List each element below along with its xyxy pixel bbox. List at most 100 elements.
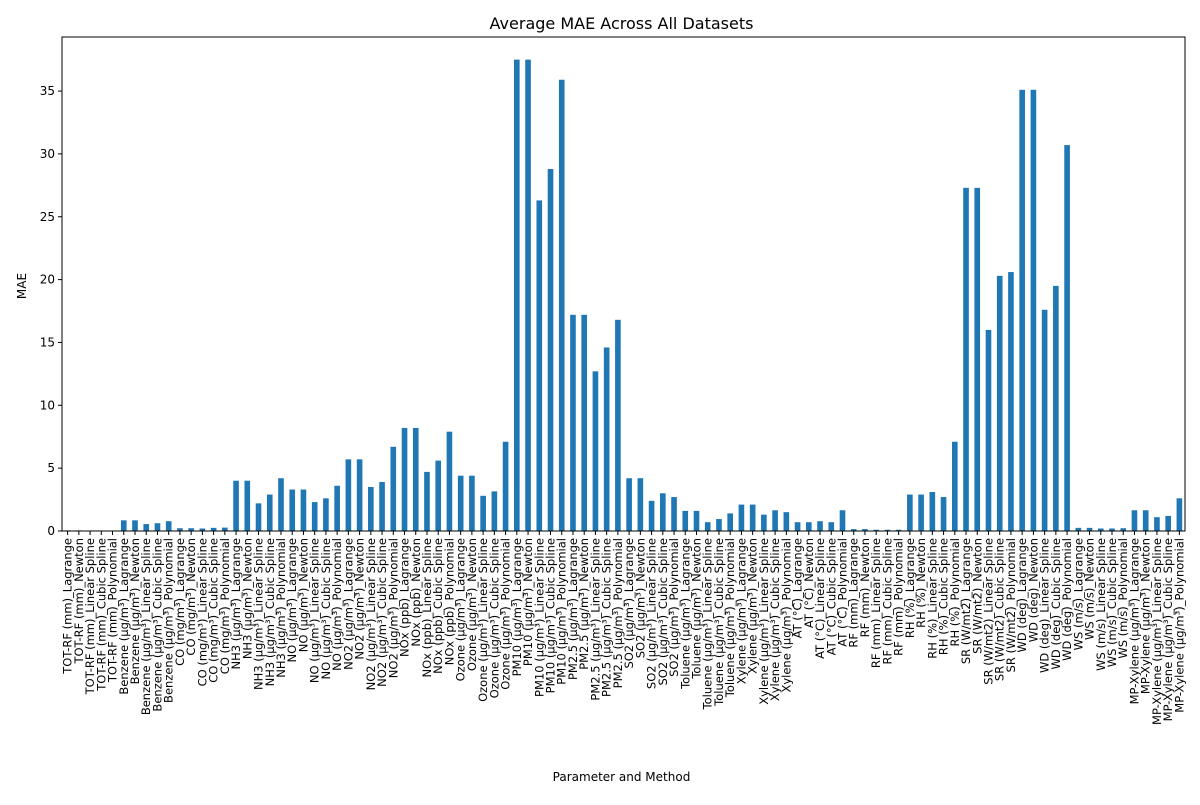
bar-86 [1030, 89, 1037, 531]
bar-95 [1131, 510, 1138, 531]
bar-36 [469, 475, 475, 531]
bar-89 [1064, 145, 1070, 531]
bar-93 [1109, 528, 1115, 531]
bar-48 [603, 347, 610, 531]
x-tick-label-80: SR (W/mt2)_Lagrange [959, 538, 973, 664]
x-tick-label-1: TOT-RF (mm)_Newton [72, 538, 86, 665]
x-tick-label-92: WS (m/s)_Linear Spline [1094, 538, 1108, 671]
bar-13 [210, 527, 217, 531]
x-tick-label-22: NO (µg/m³)_Linear Spline [308, 538, 322, 683]
x-tick-label-73: RF (mm)_Cubic Spline [880, 538, 894, 665]
x-tick-label-85: WD (deg)_Lagrange [1015, 538, 1029, 652]
x-tick-label-66: AT (°C)_Newton [802, 538, 816, 628]
bar-64 [783, 512, 790, 531]
bar-81 [974, 187, 981, 531]
x-tick-label-40: PM10 (µg/m³)_Lagrange [510, 538, 524, 676]
bar-66 [805, 522, 812, 531]
x-tick-label-25: NO2 (µg/m³)_Lagrange [341, 538, 355, 670]
x-tick-label-44: PM10 (µg/m³)_Polynomial [555, 538, 569, 685]
x-tick-label-8: Benzene (µg/m³)_Cubic Spline [150, 538, 164, 712]
x-tick-label-90: WS (m/s)_Lagrange [1071, 538, 1085, 650]
bar-74 [895, 529, 902, 531]
bar-94 [1120, 528, 1127, 531]
bar-42 [536, 200, 543, 531]
x-tick-label-61: Xylene (µg/m³)_Newton [746, 538, 760, 674]
x-tick-label-71: RF (mm)_Newton [858, 538, 872, 637]
x-tick-label-84: SR (W/mt2)_Polynomial [1004, 538, 1018, 672]
x-tick-label-83: SR (W/mt2)_Cubic Spline [993, 538, 1007, 681]
x-tick-label-11: CO (mg/m³)_Newton [184, 538, 198, 656]
x-tick-label-53: SO2 (µg/m³)_Cubic Spline [656, 538, 670, 686]
x-tick-label-6: Benzene (µg/m³)_Newton [128, 538, 142, 684]
chart-title: Average MAE Across All Datasets [490, 14, 754, 33]
x-tick-label-33: NOx (ppb)_Cubic Spline [431, 538, 445, 674]
x-tick-label-79: RH (%)_Polynomial [948, 538, 962, 646]
y-tick-label-3: 15 [40, 335, 55, 349]
bar-6 [132, 520, 138, 531]
x-tick-label-31: NOx (ppb)_Newton [409, 538, 423, 647]
x-tick-label-48: PM2.5 (µg/m³)_Cubic Spline [600, 538, 614, 697]
bar-75 [907, 494, 913, 531]
bar-78 [940, 497, 947, 531]
bar-70 [850, 529, 857, 531]
x-tick-label-16: NH3 (µg/m³)_Newton [240, 538, 254, 659]
bar-33 [435, 460, 442, 531]
bar-79 [951, 441, 958, 531]
bar-50 [626, 478, 632, 531]
bar-60 [738, 504, 745, 531]
bar-73 [884, 529, 891, 531]
x-tick-label-89: WD (deg)_Polynomial [1060, 538, 1074, 661]
x-tick-label-5: Benzene (µg/m³)_Lagrange [117, 538, 131, 695]
bar-9 [165, 521, 172, 531]
bar-28 [379, 481, 385, 531]
x-tick-label-0: TOT-RF (mm)_Lagrange [61, 538, 75, 675]
x-tick-label-58: Toluene (µg/m³)_Cubic Spline [712, 538, 726, 707]
bar-29 [390, 446, 397, 531]
bar-71 [862, 529, 868, 531]
x-tick-label-15: NH3 (µg/m³)_Lagrange [229, 538, 243, 669]
x-tick-label-19: NH3 (µg/m³)_Polynomial [274, 538, 288, 678]
x-tick-label-76: RH (%)_Newton [914, 538, 928, 628]
bar-67 [817, 521, 823, 531]
y-tick-label-6: 30 [40, 147, 55, 161]
x-tick-label-87: WD (deg)_Linear Spline [1038, 538, 1052, 673]
bar-72 [873, 529, 879, 531]
x-tick-label-20: NO (µg/m³)_Lagrange [285, 538, 299, 663]
x-tick-label-47: PM2.5 (µg/m³)_Linear Spline [588, 538, 602, 701]
x-tick-label-64: Xylene (µg/m³)_Polynomial [779, 538, 793, 693]
bar-53 [660, 493, 666, 531]
bar-18 [266, 494, 273, 531]
x-tick-label-96: MP-Xylene (µg/m³)_Newton [1139, 538, 1153, 694]
bar-43 [547, 168, 554, 532]
x-tick-label-54: SO2 (µg/m³)_Polynomial [667, 538, 681, 677]
x-tick-label-82: SR (W/mt2)_Linear Spline [981, 538, 995, 685]
y-tick-label-7: 35 [40, 84, 55, 98]
x-tick-label-26: NO2 (µg/m³)_Newton [353, 538, 367, 660]
bar-57 [704, 522, 711, 531]
bar-99 [1176, 498, 1183, 531]
x-tick-label-13: CO (mg/m³)_Cubic Spline [207, 538, 221, 683]
y-axis-label: MAE [15, 273, 29, 299]
bar-32 [424, 471, 430, 531]
x-tick-label-67: AT (°C)_Linear Spline [813, 538, 827, 659]
bar-14 [222, 527, 228, 531]
x-tick-label-50: SO2 (µg/m³)_Lagrange [622, 538, 636, 669]
x-tick-label-39: Ozone (µg/m³)_Polynomial [499, 538, 513, 690]
x-tick-label-52: SO2 (µg/m³)_Linear Spline [645, 538, 659, 689]
x-tick-label-35: Ozone (µg/m³)_Lagrange [454, 538, 468, 681]
bar-91 [1086, 527, 1093, 531]
x-tick-label-56: Toluene (µg/m³)_Newton [690, 538, 704, 680]
bar-61 [749, 504, 756, 531]
bar-92 [1097, 528, 1104, 531]
x-tick-label-94: WS (m/s)_Polynomial [1116, 538, 1130, 659]
x-tick-label-23: NO (µg/m³)_Cubic Spline [319, 538, 333, 679]
x-tick-label-77: RH (%)_Linear Spline [925, 538, 939, 659]
bar-62 [761, 514, 767, 531]
x-tick-label-60: Xylene (µg/m³)_Lagrange [734, 538, 748, 684]
x-tick-label-55: Toluene (µg/m³)_Lagrange [678, 538, 692, 690]
x-tick-label-69: AT (°C)_Polynomial [835, 538, 849, 647]
bar-98 [1165, 515, 1171, 531]
bar-49 [615, 319, 621, 531]
